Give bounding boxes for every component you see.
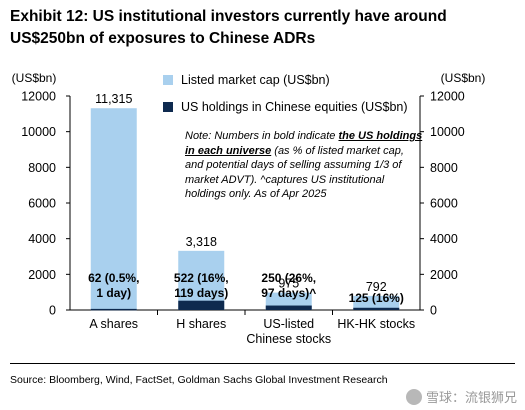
watermark-text: 雪球：流银狮兄: [425, 390, 517, 405]
y-tick-label-left: 6000: [28, 197, 56, 211]
snowball-logo-icon: [405, 388, 422, 405]
y-tick-label-right: 2000: [430, 268, 458, 282]
y-axis-left-label: (US$bn): [12, 71, 57, 85]
x-tick-label: HK-HK stocks: [337, 317, 415, 331]
bar-us-holdings: [265, 305, 312, 310]
y-tick-label-right: 6000: [430, 197, 458, 211]
source-divider: [10, 363, 515, 364]
legend-label-market-cap: Listed market cap (US$bn): [181, 73, 330, 87]
watermark: 雪球：流银狮兄: [405, 387, 517, 406]
x-tick-label: A shares: [89, 317, 138, 331]
y-tick-label-left: 8000: [28, 161, 56, 175]
bar-market-cap: [90, 108, 137, 310]
bar-us-holdings: [90, 308, 137, 311]
y-axis-right-label: (US$bn): [441, 71, 486, 85]
bar-market-cap: [353, 295, 400, 310]
data-label-market-cap: 792: [366, 280, 387, 294]
data-label-market-cap: 11,315: [95, 92, 132, 106]
data-label-us-holdings: 125 (16%): [349, 291, 404, 305]
data-label-us-holdings: 250 (26%,: [261, 271, 316, 285]
data-label-us-holdings: 62 (0.5%,: [88, 271, 139, 285]
y-tick-label-left: 0: [49, 304, 56, 318]
bar-us-holdings: [178, 300, 225, 310]
legend-swatch-market-cap: [163, 75, 173, 85]
x-tick-label: H shares: [176, 317, 226, 331]
chart-title: Exhibit 12: US institutional investors c…: [10, 8, 447, 47]
legend-label-us-holdings: US holdings in Chinese equities (US$bn): [181, 100, 408, 114]
legend-swatch-us-holdings: [163, 102, 173, 112]
y-tick-label-right: 0: [430, 304, 437, 318]
data-label-us-holdings: 1 day): [96, 286, 131, 300]
y-tick-label-left: 12000: [21, 90, 56, 104]
bar-us-holdings: [353, 307, 400, 310]
data-label-market-cap: 975: [278, 277, 299, 291]
note-prefix: Note: Numbers in bold indicate: [185, 130, 339, 142]
y-tick-label-right: 4000: [430, 232, 458, 246]
bar-market-cap: [178, 250, 225, 310]
data-label-market-cap: 3,318: [186, 235, 217, 249]
y-tick-label-right: 8000: [430, 161, 458, 175]
y-tick-label-left: 10000: [21, 125, 56, 139]
data-label-us-holdings: 119 days): [174, 286, 228, 300]
data-label-us-holdings: 97 days)^: [261, 286, 316, 300]
chart-note: Note: Numbers in bold indicate the US ho…: [185, 129, 425, 202]
source-text: Source: Bloomberg, Wind, FactSet, Goldma…: [10, 374, 388, 386]
x-tick-label: US-listed: [263, 317, 314, 331]
y-tick-label-right: 12000: [430, 90, 465, 104]
x-tick-label: Chinese stocks: [246, 332, 331, 346]
note-suffix: (as % of listed market cap, and potentia…: [185, 144, 404, 201]
y-tick-label-left: 4000: [28, 232, 56, 246]
data-label-us-holdings: 522 (16%,: [174, 271, 229, 285]
y-tick-label-right: 10000: [430, 125, 465, 139]
note-bold: the US holdings in each universe: [185, 130, 423, 157]
chart-area: (US$bn) (US$bn) 0 0 2000 2000 4000 4000 6000 6000…: [0, 64, 525, 354]
y-tick-label-left: 2000: [28, 268, 56, 282]
bar-chart: (US$bn) (US$bn) 0 0 2000 2000 4000 4000 6000 6000…: [12, 71, 486, 346]
